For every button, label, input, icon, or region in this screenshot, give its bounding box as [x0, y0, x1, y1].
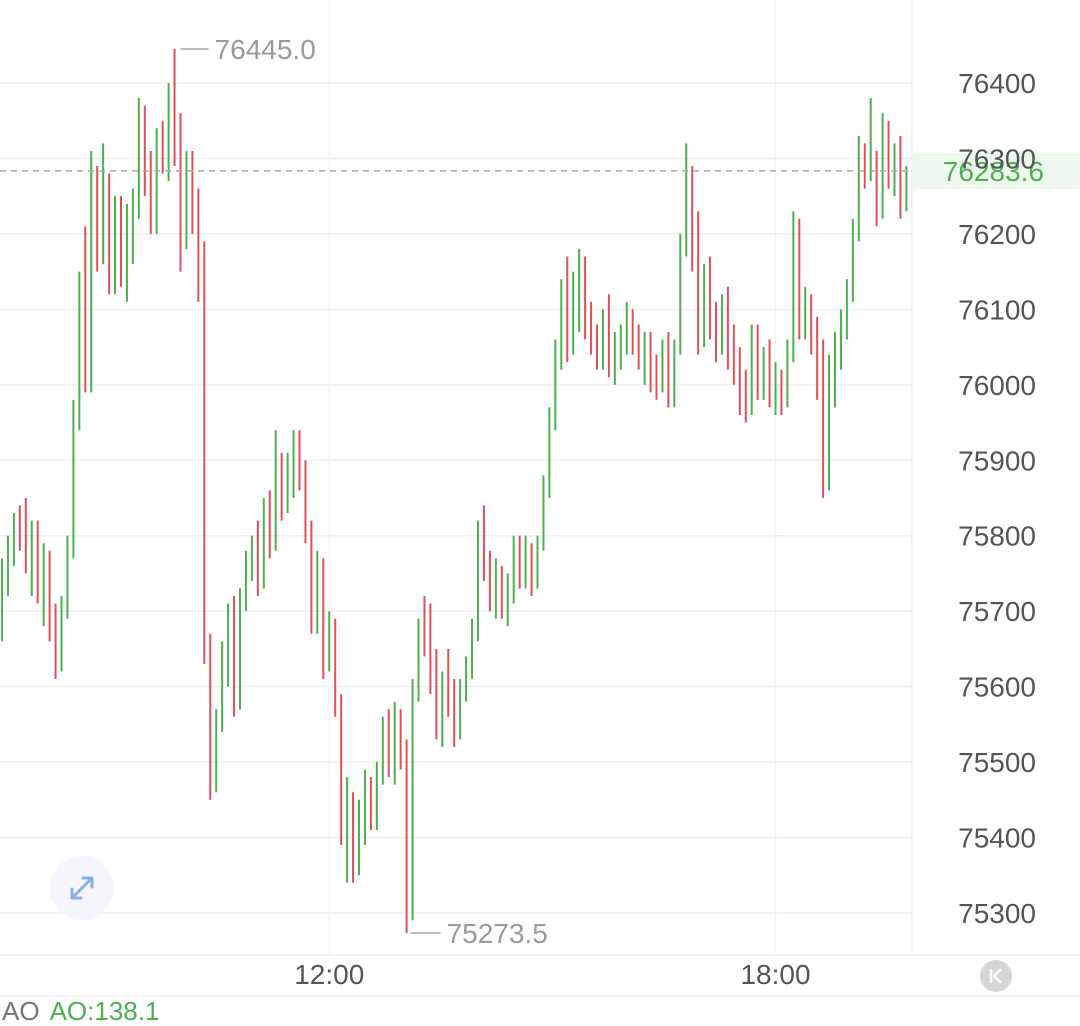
- expand-chart-button[interactable]: [50, 856, 114, 920]
- y-tick-label: 76100: [958, 294, 1036, 325]
- candles: [1, 49, 908, 933]
- indicator-name: AO: [2, 996, 40, 1026]
- axes: 76400 76300 76200 76100 76000 75900 75800 75700…: [294, 68, 1036, 990]
- x-tick-label: 18:00: [740, 959, 810, 990]
- y-tick-label: 76300: [958, 143, 1036, 174]
- y-tick-label: 75800: [958, 521, 1036, 552]
- y-tick-label: 75400: [958, 823, 1036, 854]
- y-tick-label: 76000: [958, 370, 1036, 401]
- price-markers: 76445.0 75273.5 76283.6: [0, 34, 1080, 949]
- back-to-latest-icon: [989, 968, 1002, 984]
- y-tick-label: 75700: [958, 596, 1036, 627]
- y-tick-label: 75300: [958, 898, 1036, 929]
- x-tick-label: 12:00: [294, 959, 364, 990]
- last-price-tag: 76283.6: [943, 156, 1044, 187]
- indicator-bar: AO AO:138.1: [0, 998, 1080, 1024]
- back-to-latest-button[interactable]: [980, 960, 1012, 992]
- y-tick-label: 75900: [958, 445, 1036, 476]
- chart-canvas[interactable]: 76445.0 75273.5 76283.6 76400 76300 76200 761…: [0, 0, 1080, 1000]
- last-price-tag-bg: [912, 152, 1080, 189]
- y-tick-label: 75600: [958, 672, 1036, 703]
- expand-arrows-icon: [70, 876, 94, 900]
- y-tick-label: 76200: [958, 219, 1036, 250]
- y-tick-label: 76400: [958, 68, 1036, 99]
- indicator-value: AO:138.1: [49, 996, 160, 1026]
- grid-lines: [0, 0, 1080, 997]
- high-marker-label: 76445.0: [215, 34, 316, 65]
- y-tick-label: 75500: [958, 747, 1036, 778]
- low-marker-label: 75273.5: [447, 918, 548, 949]
